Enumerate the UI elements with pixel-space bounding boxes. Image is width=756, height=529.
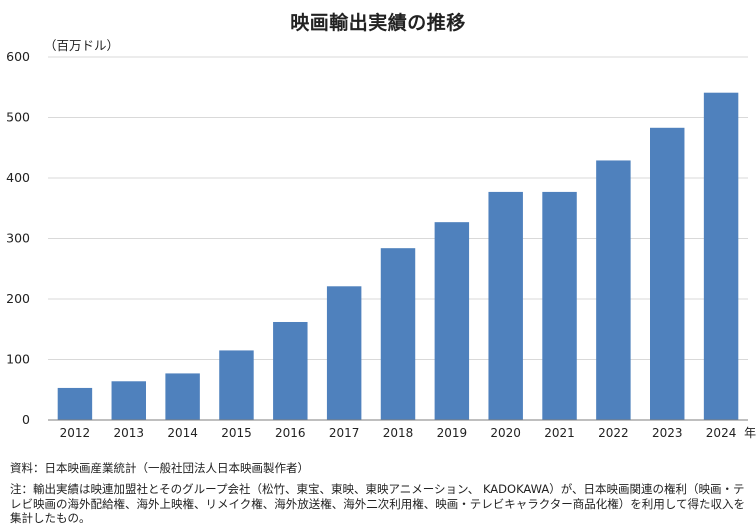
x-tick-label: 2020 — [490, 426, 521, 440]
x-axis-unit-label: 年 — [744, 426, 756, 440]
bar-2015 — [219, 350, 254, 420]
x-tick-label: 2016 — [275, 426, 306, 440]
y-tick-label: 100 — [6, 352, 30, 367]
bar-2020 — [488, 191, 523, 420]
y-tick-label: 400 — [6, 170, 30, 185]
x-tick-label: 2018 — [383, 426, 414, 440]
chart-title: 映画輸出実績の推移 — [290, 12, 466, 34]
footnote: 注：輸出実績は映連加盟社とそのグループ会社（松竹、東宝、東映、東映アニメーション… — [10, 482, 745, 525]
x-tick-label: 2017 — [329, 426, 360, 440]
bar-2018 — [380, 248, 416, 420]
y-tick-label: 200 — [6, 291, 30, 306]
y-tick-label: 300 — [6, 231, 30, 246]
x-tick-label: 2021 — [544, 426, 575, 440]
source-note: 資料：日本映画産業統計（一般社団法人日本映画製作者） — [10, 461, 309, 475]
bar-2022 — [596, 160, 631, 420]
x-tick-label: 2013 — [113, 426, 144, 440]
bar-chart: 0 100 200 300 400 500 600 2012 2013 2014 2015 2016 2… — [6, 49, 756, 440]
bar-2017 — [326, 286, 362, 420]
bar-2024 — [703, 92, 739, 420]
x-tick-label: 2023 — [652, 426, 683, 440]
x-tick-label: 2022 — [598, 426, 629, 440]
bar-2012 — [57, 387, 93, 420]
bar-2013 — [111, 381, 146, 420]
x-tick-label: 2014 — [167, 426, 198, 440]
y-tick-label: 0 — [22, 412, 30, 427]
x-tick-label: 2015 — [221, 426, 252, 440]
bar-2023 — [650, 127, 685, 420]
y-tick-label: 500 — [6, 110, 30, 125]
x-tick-label: 2019 — [437, 426, 468, 440]
bar-2016 — [273, 321, 308, 420]
bar-2021 — [542, 191, 577, 420]
y-axis-unit-label: （百万ドル） — [44, 38, 120, 53]
x-tick-label: 2012 — [60, 426, 91, 440]
x-tick-label: 2024 — [706, 426, 737, 440]
y-tick-label: 600 — [6, 49, 30, 64]
bar-2019 — [434, 222, 470, 420]
bar-2014 — [165, 373, 200, 420]
